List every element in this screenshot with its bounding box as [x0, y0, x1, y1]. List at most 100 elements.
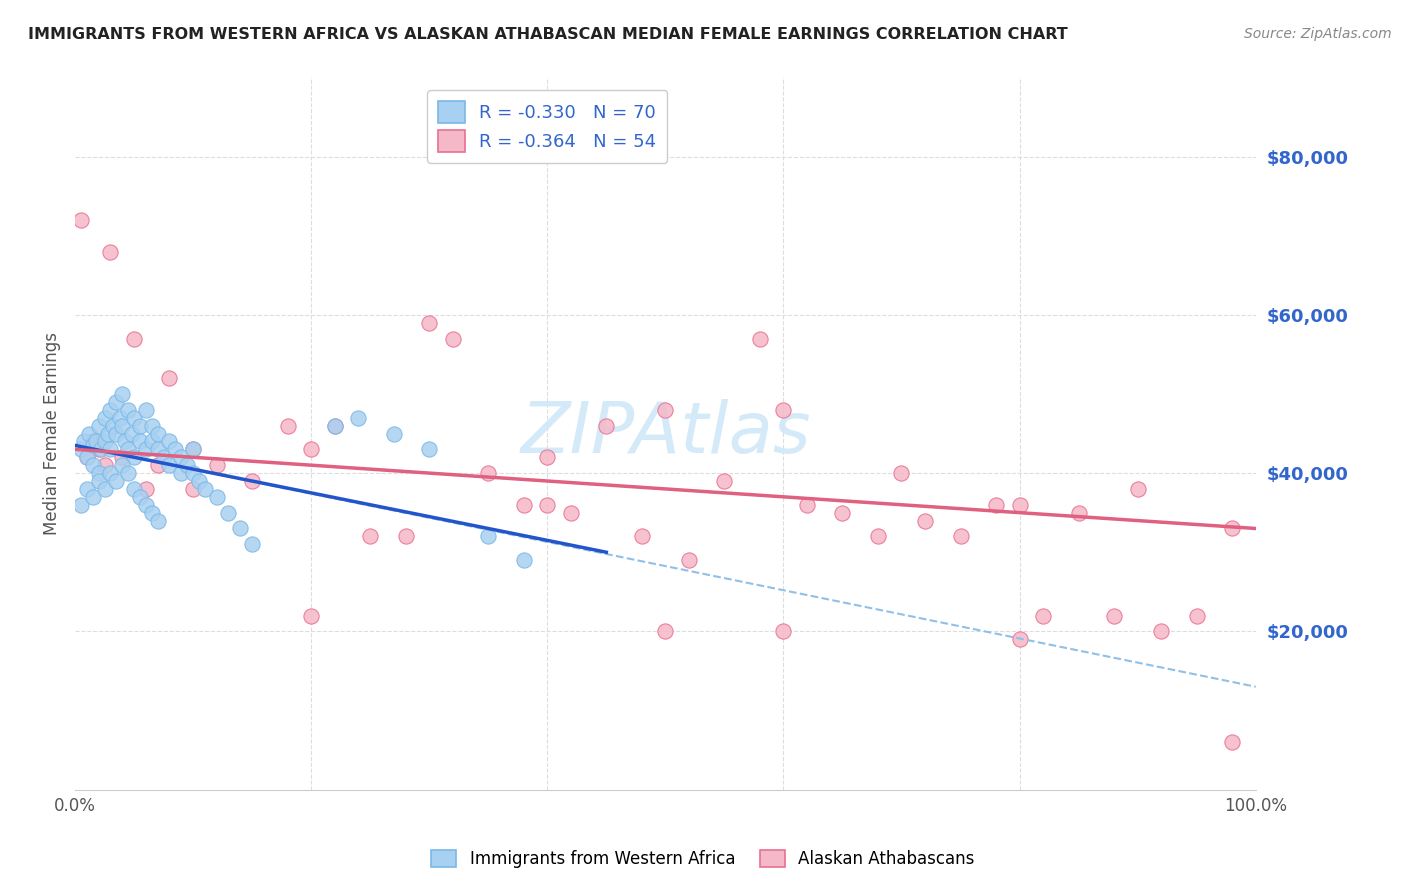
Point	[1032, 608, 1054, 623]
Point	[630, 529, 652, 543]
Point	[122, 410, 145, 425]
Point	[105, 395, 128, 409]
Point	[129, 418, 152, 433]
Point	[866, 529, 889, 543]
Point	[831, 506, 853, 520]
Point	[87, 418, 110, 433]
Point	[87, 474, 110, 488]
Point	[90, 442, 112, 457]
Point	[949, 529, 972, 543]
Point	[93, 482, 115, 496]
Point	[122, 332, 145, 346]
Point	[796, 498, 818, 512]
Point	[73, 434, 96, 449]
Point	[70, 442, 93, 457]
Point	[418, 316, 440, 330]
Point	[101, 418, 124, 433]
Point	[117, 402, 139, 417]
Point	[122, 450, 145, 465]
Point	[1126, 482, 1149, 496]
Point	[159, 458, 181, 473]
Point	[93, 434, 115, 449]
Point	[129, 490, 152, 504]
Text: ZIPAtlas: ZIPAtlas	[520, 399, 811, 468]
Point	[117, 466, 139, 480]
Point	[76, 482, 98, 496]
Point	[218, 506, 240, 520]
Point	[418, 442, 440, 457]
Point	[188, 474, 211, 488]
Point	[654, 624, 676, 639]
Point	[654, 402, 676, 417]
Point	[748, 332, 770, 346]
Point	[135, 442, 157, 457]
Text: IMMIGRANTS FROM WESTERN AFRICA VS ALASKAN ATHABASCAN MEDIAN FEMALE EARNINGS CORR: IMMIGRANTS FROM WESTERN AFRICA VS ALASKA…	[28, 27, 1069, 42]
Point	[170, 450, 193, 465]
Point	[1067, 506, 1090, 520]
Point	[299, 442, 322, 457]
Point	[536, 450, 558, 465]
Point	[205, 490, 228, 504]
Y-axis label: Median Female Earnings: Median Female Earnings	[44, 332, 60, 535]
Point	[93, 458, 115, 473]
Point	[595, 418, 617, 433]
Point	[394, 529, 416, 543]
Point	[159, 434, 181, 449]
Point	[176, 458, 198, 473]
Point	[181, 466, 204, 480]
Point	[536, 498, 558, 512]
Point	[100, 244, 122, 259]
Point	[323, 418, 346, 433]
Point	[135, 498, 157, 512]
Point	[1102, 608, 1125, 623]
Point	[165, 442, 187, 457]
Point	[82, 458, 104, 473]
Point	[87, 442, 110, 457]
Point	[82, 490, 104, 504]
Point	[441, 332, 464, 346]
Point	[114, 434, 136, 449]
Point	[359, 529, 381, 543]
Point	[229, 521, 252, 535]
Point	[84, 434, 107, 449]
Point	[678, 553, 700, 567]
Point	[135, 402, 157, 417]
Point	[82, 434, 104, 449]
Point	[105, 426, 128, 441]
Point	[512, 553, 534, 567]
Point	[87, 466, 110, 480]
Point	[70, 212, 93, 227]
Point	[299, 608, 322, 623]
Point	[477, 529, 499, 543]
Point	[347, 410, 370, 425]
Point	[181, 442, 204, 457]
Point	[121, 426, 143, 441]
Point	[100, 442, 122, 457]
Point	[70, 498, 93, 512]
Point	[108, 410, 131, 425]
Point	[111, 450, 134, 465]
Point	[93, 410, 115, 425]
Point	[77, 426, 100, 441]
Point	[76, 450, 98, 465]
Point	[240, 537, 263, 551]
Point	[141, 506, 163, 520]
Point	[117, 442, 139, 457]
Legend: Immigrants from Western Africa, Alaskan Athabascans: Immigrants from Western Africa, Alaskan …	[425, 843, 981, 875]
Point	[914, 514, 936, 528]
Point	[129, 434, 152, 449]
Point	[146, 426, 169, 441]
Point	[1008, 498, 1031, 512]
Legend: R = -0.330   N = 70, R = -0.364   N = 54: R = -0.330 N = 70, R = -0.364 N = 54	[427, 90, 668, 163]
Point	[277, 418, 299, 433]
Point	[100, 466, 122, 480]
Point	[1220, 735, 1243, 749]
Point	[141, 434, 163, 449]
Point	[122, 482, 145, 496]
Point	[170, 466, 193, 480]
Point	[111, 387, 134, 401]
Point	[97, 426, 120, 441]
Point	[111, 458, 134, 473]
Point	[772, 624, 794, 639]
Point	[181, 482, 204, 496]
